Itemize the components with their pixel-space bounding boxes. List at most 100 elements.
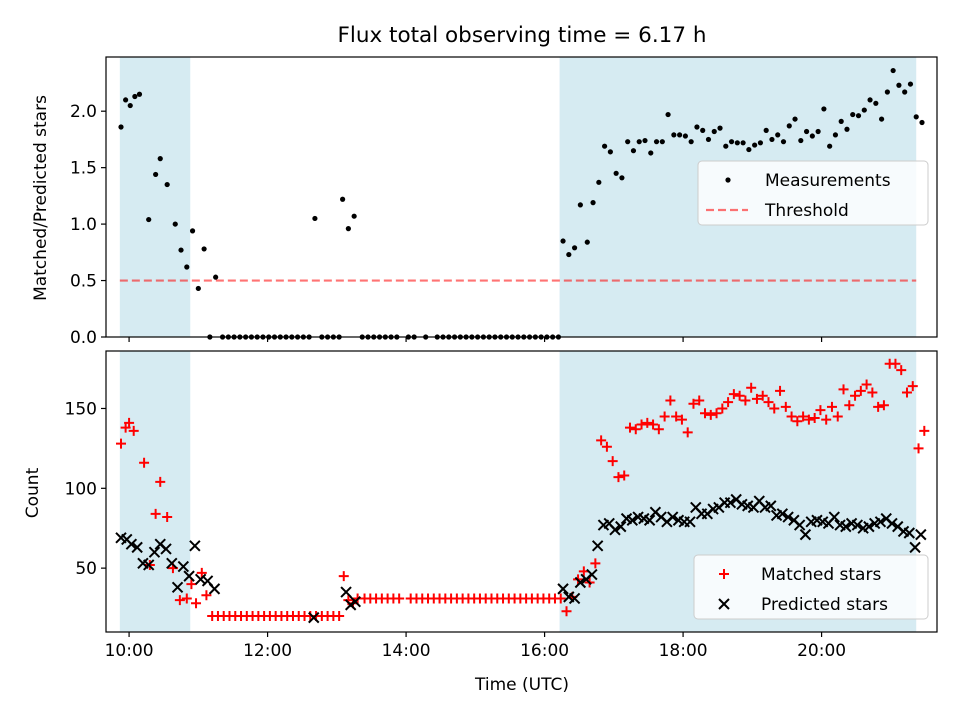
data-point bbox=[867, 97, 873, 103]
data-point bbox=[615, 520, 627, 533]
data-point bbox=[184, 264, 190, 270]
data-point bbox=[340, 196, 346, 202]
data-point bbox=[189, 540, 201, 552]
data-point bbox=[139, 457, 150, 468]
data-point bbox=[909, 541, 921, 554]
data-point bbox=[164, 181, 170, 188]
data-point bbox=[178, 247, 184, 253]
y-tick-label: 0.5 bbox=[70, 272, 97, 292]
data-point bbox=[734, 390, 745, 401]
data-point bbox=[636, 419, 647, 430]
data-point bbox=[832, 132, 839, 138]
data-point bbox=[201, 590, 212, 601]
data-point bbox=[723, 397, 734, 408]
data-point bbox=[746, 146, 752, 153]
data-point bbox=[688, 398, 699, 409]
data-point bbox=[191, 598, 202, 609]
data-point bbox=[213, 274, 219, 280]
x-tick-label: 16:00 bbox=[520, 641, 569, 661]
data-point bbox=[769, 403, 780, 414]
data-point bbox=[150, 508, 161, 519]
data-point bbox=[873, 100, 879, 106]
data-point bbox=[896, 82, 902, 88]
data-point bbox=[334, 611, 345, 622]
data-point bbox=[752, 142, 758, 148]
data-point bbox=[878, 400, 889, 411]
data-point bbox=[776, 508, 789, 520]
data-point bbox=[155, 476, 166, 487]
bottom-panel: 50 100 150 10:00 12:00 14:00 16:00 18:00 20:00 Ma… bbox=[65, 350, 938, 661]
data-point bbox=[863, 520, 875, 533]
data-point bbox=[746, 382, 757, 393]
data-point bbox=[571, 245, 578, 251]
data-point bbox=[607, 456, 618, 467]
data-point bbox=[780, 401, 791, 412]
data-point bbox=[308, 611, 320, 624]
data-point bbox=[659, 411, 670, 422]
data-point bbox=[196, 567, 207, 578]
data-point bbox=[682, 133, 688, 139]
data-point bbox=[873, 401, 884, 412]
y-tick-label: 150 bbox=[65, 399, 97, 419]
axes-frame bbox=[105, 350, 938, 633]
data-point bbox=[566, 251, 572, 258]
data-point bbox=[902, 89, 908, 95]
data-point bbox=[915, 528, 927, 541]
data-point bbox=[609, 524, 621, 536]
data-point bbox=[174, 595, 185, 606]
x-tick-label: 12:00 bbox=[243, 641, 292, 661]
data-point bbox=[694, 124, 700, 130]
data-point bbox=[671, 411, 682, 422]
data-point bbox=[724, 496, 737, 509]
data-point bbox=[394, 593, 405, 604]
data-point bbox=[809, 133, 815, 139]
data-point bbox=[688, 139, 694, 145]
x-tick-label: 18:00 bbox=[659, 641, 708, 661]
data-point bbox=[705, 136, 712, 143]
y-tick-label: 100 bbox=[65, 479, 97, 499]
data-point bbox=[586, 568, 598, 581]
series-measurements bbox=[118, 67, 925, 340]
data-point bbox=[913, 114, 919, 120]
data-point bbox=[780, 139, 787, 145]
data-point bbox=[312, 215, 318, 222]
data-point bbox=[574, 576, 587, 589]
chart-title: Flux total observing time = 6.17 h bbox=[338, 23, 707, 48]
data-point bbox=[803, 414, 814, 425]
data-point bbox=[584, 239, 590, 245]
axes-frame bbox=[105, 56, 938, 338]
data-point bbox=[821, 414, 832, 425]
data-point bbox=[127, 102, 133, 109]
data-point bbox=[577, 202, 583, 208]
data-point bbox=[855, 113, 862, 119]
data-point bbox=[128, 425, 139, 436]
data-point bbox=[821, 106, 827, 112]
data-point bbox=[851, 519, 864, 531]
data-point bbox=[201, 246, 207, 252]
data-point bbox=[591, 540, 604, 552]
series-matched-stars bbox=[116, 358, 930, 622]
data-point bbox=[132, 93, 138, 100]
legend-marker bbox=[725, 177, 731, 183]
data-point bbox=[136, 91, 143, 97]
data-point bbox=[809, 413, 820, 424]
data-point bbox=[769, 136, 775, 143]
data-point bbox=[886, 517, 898, 530]
data-point bbox=[826, 401, 837, 412]
data-point bbox=[828, 511, 840, 523]
data-point bbox=[166, 557, 178, 570]
x-axis-label: Time (UTC) bbox=[474, 675, 569, 695]
data-point bbox=[340, 586, 352, 598]
legend-marker bbox=[719, 569, 729, 579]
data-point bbox=[850, 390, 861, 401]
y-tick-label: 50 bbox=[75, 559, 97, 579]
data-point bbox=[351, 213, 357, 219]
data-point bbox=[555, 593, 566, 604]
data-point bbox=[855, 385, 866, 396]
data-point bbox=[125, 538, 138, 550]
legend: Measurements Threshold bbox=[697, 160, 929, 226]
data-point bbox=[665, 395, 676, 406]
data-point bbox=[890, 358, 901, 369]
data-point bbox=[648, 150, 654, 156]
data-point bbox=[844, 126, 850, 132]
